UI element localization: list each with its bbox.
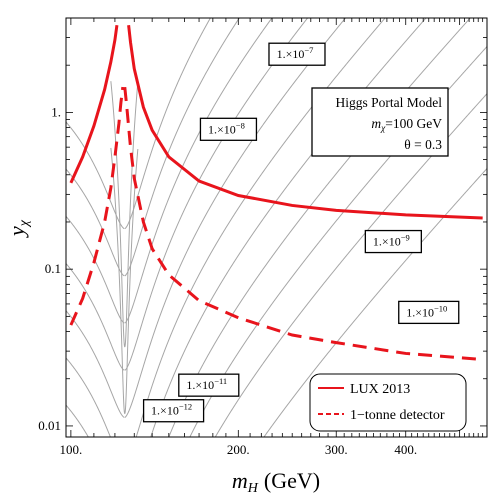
contour-line bbox=[189, 46, 487, 437]
contour-line bbox=[66, 263, 125, 371]
svg-text:1.×10−10: 1.×10−10 bbox=[406, 303, 447, 319]
legend-label-lux: LUX 2013 bbox=[350, 382, 410, 397]
contour-line bbox=[66, 455, 124, 484]
contour-level-labels: 1.×10−7 1.×10−8 1.×10−9 1.×10−10 1.×10−11 1.×… bbox=[142, 42, 460, 423]
y-tick-label: 0.1 bbox=[45, 261, 61, 276]
contour-line bbox=[124, 18, 211, 230]
contour-line bbox=[66, 404, 89, 437]
x-tick-label: 200. bbox=[227, 442, 250, 457]
contour-line bbox=[124, 18, 347, 418]
model-info-theta: θ = 0.3 bbox=[404, 137, 442, 152]
contour-line bbox=[66, 310, 125, 418]
contour-level-label: 1.×10−12 bbox=[142, 399, 205, 423]
contour-line bbox=[135, 18, 386, 437]
lux-curve-left bbox=[69, 24, 119, 184]
model-info-frame bbox=[311, 87, 449, 157]
model-info-title: Higgs Portal Model bbox=[336, 95, 443, 110]
lux-curve-right bbox=[127, 25, 483, 220]
contour-line bbox=[66, 216, 125, 324]
tonne-curve-left bbox=[69, 86, 125, 326]
x-axis-label: mH (GeV) bbox=[232, 468, 320, 496]
contour-line bbox=[110, 81, 139, 348]
x-tick-label: 300. bbox=[325, 442, 348, 457]
contour-line bbox=[110, 147, 139, 415]
y-tick-label: 1. bbox=[51, 104, 61, 119]
svg-text:1.×10−9: 1.×10−9 bbox=[373, 233, 410, 249]
x-tick-label: 100. bbox=[60, 442, 83, 457]
y-axis-label: yχ bbox=[4, 219, 32, 238]
model-info-box: Higgs Portal Model mχ=100 GeV θ = 0.3 bbox=[311, 87, 449, 157]
tick-labels: 100. 200. 300. 400. 0.01 0.1 1. bbox=[38, 104, 417, 457]
svg-text:1.×10−8: 1.×10−8 bbox=[208, 120, 245, 136]
contour-line bbox=[214, 93, 487, 437]
legend-frame bbox=[309, 373, 467, 432]
contour-line bbox=[124, 18, 240, 277]
legend-label-tonne: 1−tonne detector bbox=[350, 408, 445, 423]
contour-level-label: 1.×10−9 bbox=[364, 229, 422, 254]
legend: LUX 2013 1−tonne detector bbox=[309, 373, 467, 432]
y-tick-label: 0.01 bbox=[38, 418, 61, 433]
contour-line bbox=[66, 121, 125, 230]
plot-frame bbox=[65, 17, 488, 438]
svg-text:1.×10−12: 1.×10−12 bbox=[151, 402, 192, 418]
contour-level-label: 1.×10−11 bbox=[178, 373, 240, 397]
svg-text:1.×10−11: 1.×10−11 bbox=[186, 376, 227, 392]
tonne-curve-right bbox=[123, 86, 483, 362]
x-tick-label: 400. bbox=[394, 442, 417, 457]
contour-line bbox=[263, 168, 487, 437]
model-info-mass: mχ=100 GeV bbox=[371, 116, 442, 134]
contour-line bbox=[124, 18, 309, 371]
contour-line bbox=[66, 168, 125, 277]
contour-level-label: 1.×10−8 bbox=[199, 117, 258, 141]
svg-text:1.×10−7: 1.×10−7 bbox=[277, 45, 314, 61]
contour-level-label: 1.×10−7 bbox=[268, 42, 326, 66]
contour-level-label: 1.×10−10 bbox=[398, 300, 460, 325]
contour-line bbox=[66, 357, 111, 437]
contour-line bbox=[124, 18, 273, 324]
exclusion-curves bbox=[69, 24, 483, 362]
axis-ticks bbox=[66, 17, 487, 437]
